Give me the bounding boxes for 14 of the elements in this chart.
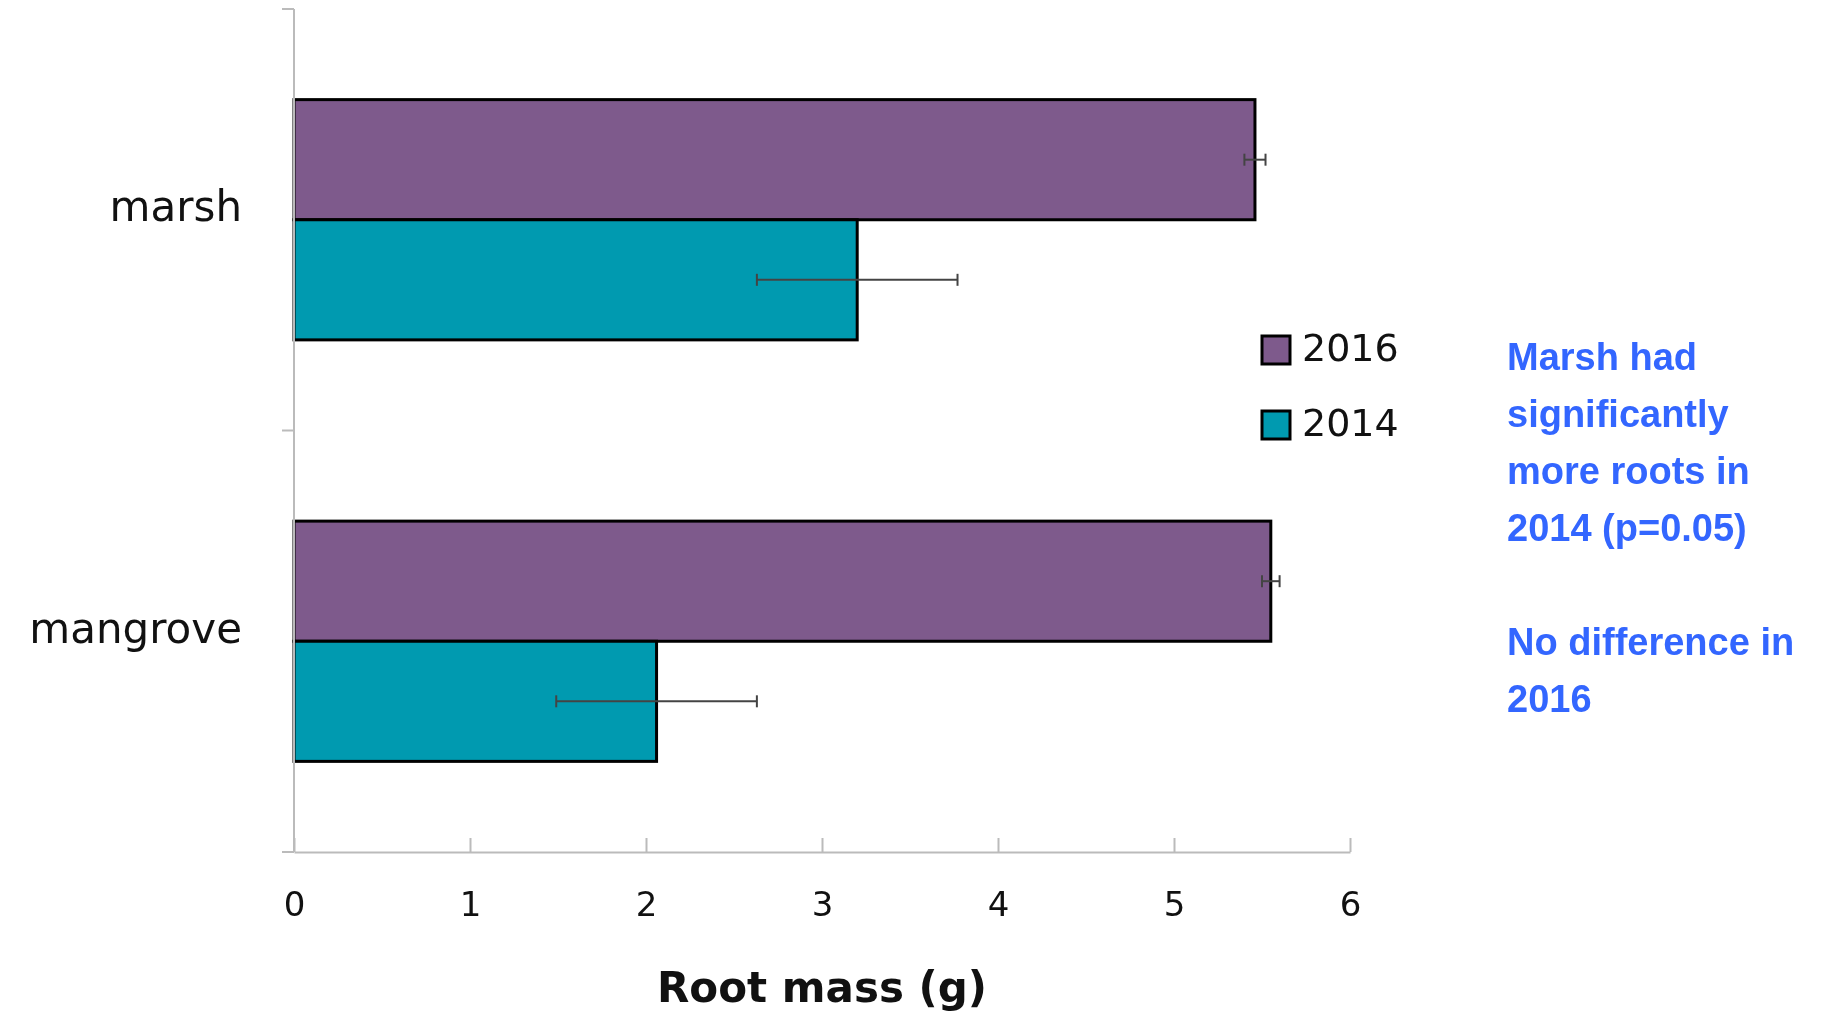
x-tick-label: 0 (283, 884, 306, 925)
legend-label: 2016 (1302, 325, 1399, 370)
x-tick-label: 6 (1339, 884, 1362, 925)
x-tick-label: 3 (811, 884, 834, 925)
legend-label: 2014 (1302, 400, 1399, 445)
y-tick-label: mangrove (29, 603, 242, 653)
x-tick-label: 2 (635, 884, 658, 925)
y-tick-label: marsh (109, 182, 242, 232)
text: No difference in 2016 (1507, 621, 1795, 720)
text: Marsh had significantly more roots in 2014 (p=0.05) (1507, 336, 1750, 549)
x-tick-label: 1 (459, 884, 482, 925)
x-tick-label: 5 (1163, 884, 1186, 925)
x-axis-title: Root mass (g) (657, 963, 987, 1012)
x-tick-label: 4 (987, 884, 1010, 925)
